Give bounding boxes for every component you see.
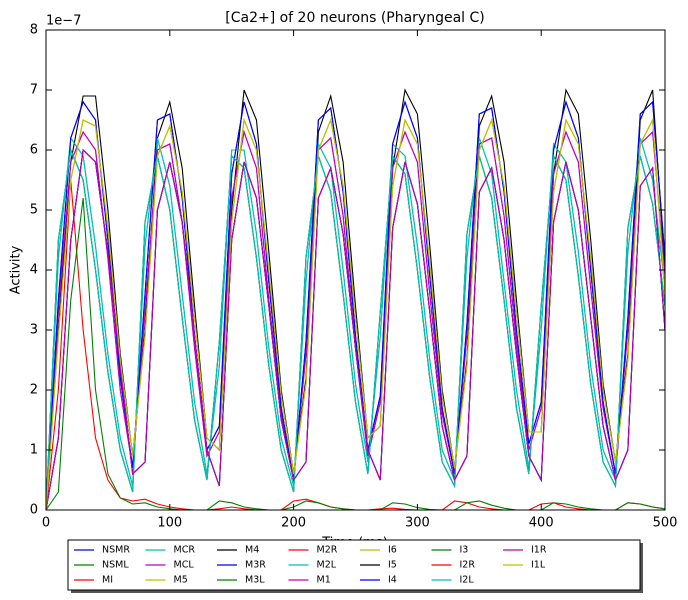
y-tick-label: 5 [30,203,38,218]
legend-label: I2R [460,560,476,571]
legend-label: I2L [460,575,475,586]
legend-label: M5 [174,575,188,586]
legend-label: I4 [388,575,397,586]
legend-label: I3 [460,545,469,556]
series-line [46,148,665,510]
x-tick-label: 300 [405,516,430,531]
series-line [46,179,665,510]
y-tick-label: 2 [30,383,38,398]
legend-label: I5 [388,560,397,571]
legend-label: M3R [245,560,266,571]
legend-label: NSML [102,560,129,571]
legend-label: I6 [388,545,397,556]
legend-label: MI [102,575,113,586]
y-tick-label: 8 [30,23,38,38]
legend-label: M1 [317,575,331,586]
legend-label: M4 [245,545,259,556]
legend-label: MCR [174,545,196,556]
y-offset-text: 1e−7 [46,14,81,29]
legend-label: I1L [531,560,546,571]
y-tick-label: 1 [30,443,38,458]
series-line [46,117,665,510]
x-tick-label: 200 [281,516,306,531]
legend-label: NSMR [102,545,130,556]
y-tick-label: 7 [30,83,38,98]
legend-label: M2R [317,545,338,556]
series-line [46,197,665,510]
series-line [46,136,665,510]
plot-frame [45,29,666,511]
y-tick-label: 6 [30,143,38,158]
legend: NSMR NSML MI MCR MCL M5 M4 M3R M3L M2R M2L M1 I6 I5 I4… [67,539,643,593]
y-axis-label: Activity [9,245,24,294]
legend-label: M3L [245,575,265,586]
series-line [46,147,665,510]
x-tick-label: 400 [529,516,554,531]
x-tick-label: 500 [653,516,678,531]
y-tick-label: 4 [30,263,38,278]
x-tick-label: 0 [42,516,50,531]
chart-title: [Ca2+] of 20 neurons (Pharyngeal C) [225,10,485,26]
legend-label: M2L [317,560,337,571]
y-tick-label: 3 [30,323,38,338]
y-tick-label: 0 [30,503,38,518]
legend-label: MCL [174,560,195,571]
plot-lines [46,88,665,510]
legend-label: I1R [531,545,547,556]
x-tick-label: 100 [157,516,182,531]
series-line [46,100,665,510]
